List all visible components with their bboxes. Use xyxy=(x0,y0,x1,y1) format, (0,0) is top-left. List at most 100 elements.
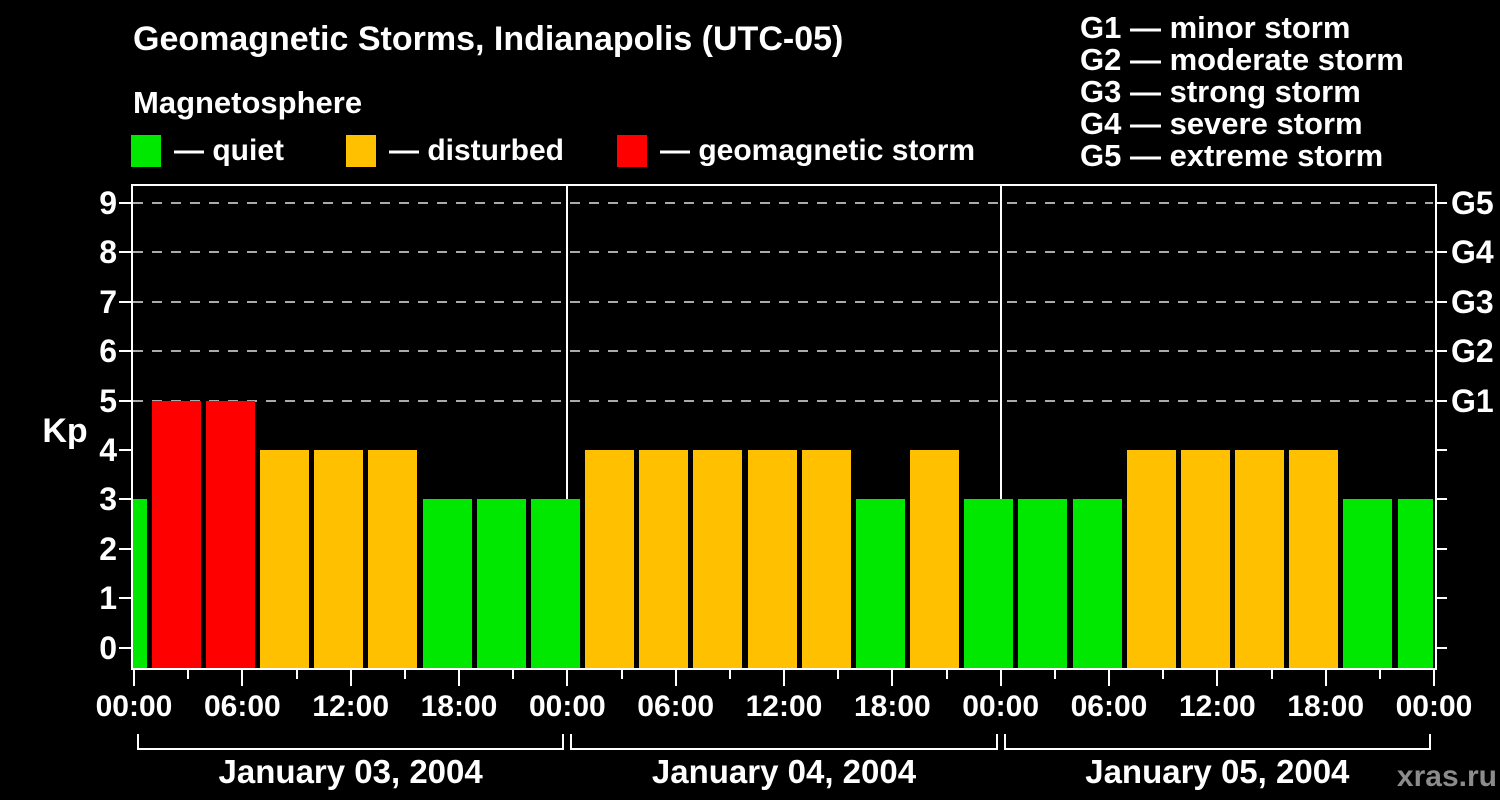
legend-item-label: — disturbed xyxy=(389,134,565,167)
kp-bar xyxy=(747,449,797,668)
chart-subtitle: Magnetosphere xyxy=(133,85,363,120)
kp-bar xyxy=(314,449,364,668)
y-axis-label: Kp xyxy=(42,412,88,450)
right-axis-tick xyxy=(1435,597,1447,600)
x-axis-major-tick xyxy=(1324,670,1327,686)
y-tick-label: 5 xyxy=(99,382,117,419)
x-tick-label: 12:00 xyxy=(312,690,390,723)
y-axis-tick xyxy=(119,251,131,254)
x-axis-minor-tick xyxy=(1378,670,1381,679)
x-axis-major-tick xyxy=(241,670,244,686)
g-scale-legend-line: G1 — minor storm xyxy=(1080,10,1351,45)
x-tick-label: 00:00 xyxy=(1395,690,1473,723)
x-tick-label: 06:00 xyxy=(637,690,715,723)
plot-frame xyxy=(131,184,1437,670)
x-axis-minor-tick xyxy=(1162,670,1165,679)
x-axis-minor-tick xyxy=(945,670,948,679)
x-tick-label: 18:00 xyxy=(1287,690,1365,723)
kp-bar xyxy=(1018,499,1068,668)
y-tick-label: 1 xyxy=(99,580,117,617)
x-axis-minor-tick xyxy=(295,670,298,679)
g-level-label: G1 xyxy=(1451,382,1494,419)
chart-title: Geomagnetic Storms, Indianapolis (UTC-05… xyxy=(133,20,844,58)
x-axis-minor-tick xyxy=(1053,670,1056,679)
day-bracket xyxy=(570,734,998,750)
x-axis-minor-tick xyxy=(403,670,406,679)
y-tick-label: 3 xyxy=(99,481,117,518)
x-axis-major-tick xyxy=(1108,670,1110,686)
day-bracket xyxy=(137,734,565,750)
x-tick-label: 00:00 xyxy=(95,690,173,723)
gridline-kp9 xyxy=(133,201,1433,204)
right-axis-tick xyxy=(1435,201,1447,204)
day-label: January 05, 2004 xyxy=(1085,753,1350,790)
x-axis-major-tick xyxy=(458,670,460,686)
g-scale-legend-line: G2 — moderate storm xyxy=(1080,42,1404,77)
right-axis-tick xyxy=(1435,350,1447,353)
kp-bar xyxy=(855,499,905,668)
plot-area xyxy=(133,186,1433,668)
g-scale-legend-line: G4 — severe storm xyxy=(1080,106,1363,141)
x-axis-major-tick xyxy=(1433,670,1435,686)
g-scale-legend-line: G3 — strong storm xyxy=(1080,74,1361,109)
y-tick-label: 7 xyxy=(99,283,117,320)
g-level-label: G3 xyxy=(1451,283,1494,320)
kp-bar xyxy=(585,449,634,668)
kp-bar xyxy=(476,499,526,668)
y-axis-tick xyxy=(119,498,131,501)
y-axis-tick xyxy=(119,201,131,204)
x-axis-major-tick xyxy=(349,670,352,686)
y-axis-tick xyxy=(119,399,131,402)
legend-item-label: — geomagnetic storm xyxy=(660,134,976,167)
quiet-color-swatch xyxy=(131,135,161,167)
kp-bar xyxy=(1072,499,1122,668)
day-label: January 03, 2004 xyxy=(218,753,483,790)
kp-bar xyxy=(801,449,851,668)
right-axis-tick xyxy=(1435,547,1447,550)
y-tick-label: 2 xyxy=(99,530,117,567)
day-label: January 04, 2004 xyxy=(651,753,917,790)
y-axis-tick xyxy=(119,597,131,600)
y-tick-label: 9 xyxy=(99,184,117,221)
y-axis-tick xyxy=(119,547,131,550)
y-axis-tick xyxy=(119,350,131,353)
kp-bar xyxy=(1397,499,1433,668)
x-axis-minor-tick xyxy=(1270,670,1273,679)
g-level-label: G4 xyxy=(1451,234,1494,271)
y-tick-label: 0 xyxy=(99,629,117,666)
x-tick-label: 06:00 xyxy=(203,690,281,723)
kp-bar xyxy=(639,449,689,668)
x-axis-major-tick xyxy=(133,670,135,686)
day-bracket xyxy=(1003,734,1431,750)
kp-bar xyxy=(910,449,959,668)
gridline-kp5 xyxy=(133,399,1433,402)
disturbed-color-swatch xyxy=(346,135,376,167)
gridline-kp7 xyxy=(133,300,1433,303)
day-boundary-line-1 xyxy=(566,186,569,668)
x-tick-label: 12:00 xyxy=(745,690,823,723)
right-axis-tick xyxy=(1435,646,1447,649)
x-axis-major-tick xyxy=(1216,670,1219,686)
y-tick-label: 8 xyxy=(99,234,117,271)
x-tick-label: 12:00 xyxy=(1178,690,1256,723)
gridline-kp8 xyxy=(133,251,1433,254)
y-axis-tick xyxy=(119,646,131,649)
x-tick-label: 18:00 xyxy=(420,690,498,723)
x-tick-label: 06:00 xyxy=(1070,690,1148,723)
x-axis-minor-tick xyxy=(837,670,840,679)
kp-bar xyxy=(964,499,1014,668)
g-scale-legend-line: G5 — extreme storm xyxy=(1080,138,1384,173)
x-axis-major-tick xyxy=(999,670,1002,686)
x-axis-major-tick xyxy=(783,670,785,686)
right-axis-tick xyxy=(1435,251,1447,254)
x-tick-label: 00:00 xyxy=(962,690,1040,723)
x-axis-major-tick xyxy=(891,670,894,686)
g-scale-legend: G1 — minor storm G2 — moderate storm G3 … xyxy=(1080,12,1404,172)
y-axis-tick xyxy=(119,300,131,303)
storm-color-swatch xyxy=(617,135,647,167)
g-level-label: G2 xyxy=(1451,333,1494,370)
y-tick-label: 4 xyxy=(99,431,117,468)
kp-bar xyxy=(368,449,418,668)
right-axis-tick xyxy=(1435,498,1447,501)
x-axis-minor-tick xyxy=(620,670,623,679)
